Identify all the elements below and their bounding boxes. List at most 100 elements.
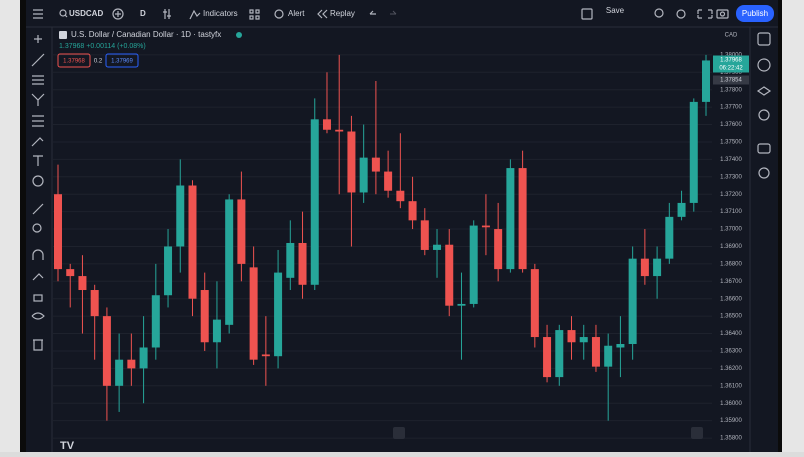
- y-tick-label: 1.37400: [720, 157, 742, 163]
- candle-body: [115, 359, 124, 386]
- y-tick-label: 1.35900: [720, 418, 742, 424]
- y-tick-label: 1.37800: [720, 87, 742, 93]
- candle-body: [653, 258, 662, 277]
- candle-body: [677, 202, 686, 217]
- candle-body: [310, 119, 319, 285]
- chart-type-icon[interactable]: [163, 9, 171, 19]
- sell-button[interactable]: [57, 53, 91, 68]
- candle-body: [445, 244, 454, 306]
- candle-body: [530, 269, 539, 338]
- fullscreen-toggle[interactable]: [581, 8, 593, 20]
- spread: 0.2: [94, 59, 103, 65]
- candle-body: [127, 359, 136, 369]
- candle-body: [702, 60, 710, 102]
- candle-body: [286, 242, 295, 278]
- candle-body: [591, 337, 600, 367]
- alert-label[interactable]: Alert: [288, 9, 305, 18]
- last-price-bg: [713, 55, 749, 65]
- candle-body: [579, 337, 588, 343]
- top-toolbar: [26, 0, 778, 27]
- candle-body: [322, 119, 331, 130]
- right-icons: [654, 8, 729, 19]
- symbol-flag: [59, 31, 67, 39]
- candle-body: [225, 199, 234, 325]
- symbol-search[interactable]: USDCAD: [59, 9, 103, 18]
- candle-body: [212, 319, 221, 343]
- y-tick-label: 1.37100: [720, 209, 742, 215]
- candle-body: [604, 345, 613, 367]
- scroll-button[interactable]: [691, 427, 703, 439]
- y-tick-label: 1.36100: [720, 383, 742, 389]
- candle-body: [543, 337, 552, 378]
- y-tick-label: 1.36200: [720, 366, 742, 372]
- candle-body: [457, 303, 466, 306]
- y-tick-label: 1.37900: [720, 70, 742, 76]
- publish-label[interactable]: Publish: [742, 9, 768, 18]
- y-tick-label: 1.36700: [720, 279, 742, 285]
- candle-body: [200, 290, 209, 343]
- y-tick-label: 1.36400: [720, 331, 742, 337]
- candle-body: [359, 157, 368, 193]
- interval[interactable]: D: [140, 9, 146, 18]
- save-button[interactable]: Save: [606, 6, 625, 15]
- y-tick-label: 1.38000: [720, 52, 742, 58]
- y-tick-label: 1.37600: [720, 122, 742, 128]
- y-tick-label: 1.36000: [720, 401, 742, 407]
- reset-button[interactable]: [393, 427, 405, 439]
- candle-body: [164, 246, 173, 296]
- candle-body: [176, 185, 185, 247]
- undo[interactable]: [369, 10, 376, 15]
- compare-button[interactable]: [112, 8, 124, 20]
- bid-price[interactable]: 1.37968: [63, 59, 85, 65]
- app: [26, 0, 778, 452]
- candle-body: [555, 330, 564, 378]
- candle-body: [616, 344, 625, 348]
- candle-body: [66, 269, 75, 277]
- candle-body: [347, 131, 356, 193]
- candle-body: [384, 171, 393, 191]
- candle-body: [90, 290, 99, 317]
- candle-body: [188, 185, 197, 299]
- other-price: 1.37854: [720, 78, 742, 84]
- candle-body: [139, 347, 148, 369]
- candle-body: [469, 225, 478, 304]
- currency[interactable]: CAD: [725, 33, 738, 39]
- candle-body: [237, 199, 246, 264]
- candle-body: [689, 101, 698, 203]
- y-tick-label: 1.37700: [720, 105, 742, 111]
- ask-price[interactable]: 1.37969: [111, 59, 133, 65]
- y-tick-label: 1.35800: [720, 436, 742, 442]
- legend-quote: 1.37968 +0.00114 (+0.08%): [59, 43, 146, 50]
- y-tick-label: 1.37500: [720, 140, 742, 146]
- menu-button[interactable]: [33, 9, 43, 19]
- redo[interactable]: [390, 10, 397, 15]
- alert-button[interactable]: Alert: [274, 9, 305, 19]
- replay-label[interactable]: Replay: [330, 9, 355, 18]
- candle-body: [494, 229, 503, 270]
- candle-body: [420, 220, 429, 250]
- drawing-tools[interactable]: [31, 35, 45, 351]
- layouts-icon[interactable]: [249, 9, 260, 20]
- indicators-label[interactable]: Indicators: [203, 9, 238, 18]
- y-tick-label: 1.36900: [720, 244, 742, 250]
- candle-body: [249, 267, 258, 360]
- other-price-bg: [713, 75, 749, 85]
- candle-body: [335, 129, 344, 132]
- buy-button[interactable]: [105, 53, 139, 68]
- y-tick-label: 1.36800: [720, 261, 742, 267]
- publish-button[interactable]: [736, 5, 774, 22]
- candle-body: [518, 168, 527, 270]
- indicators-button[interactable]: Indicators: [189, 9, 238, 20]
- symbol[interactable]: USDCAD: [69, 9, 103, 18]
- countdown-bg: [713, 63, 749, 73]
- replay-button[interactable]: Replay: [317, 9, 355, 19]
- candle-body: [78, 276, 87, 291]
- y-tick-label: 1.36500: [720, 314, 742, 320]
- candle-body: [371, 157, 380, 172]
- candle-body: [665, 216, 674, 259]
- y-tick-label: 1.36300: [720, 349, 742, 355]
- widget-bar[interactable]: [756, 32, 772, 179]
- candle-body: [274, 272, 283, 357]
- legend-title: U.S. Dollar / Canadian Dollar · 1D · tas…: [71, 30, 221, 39]
